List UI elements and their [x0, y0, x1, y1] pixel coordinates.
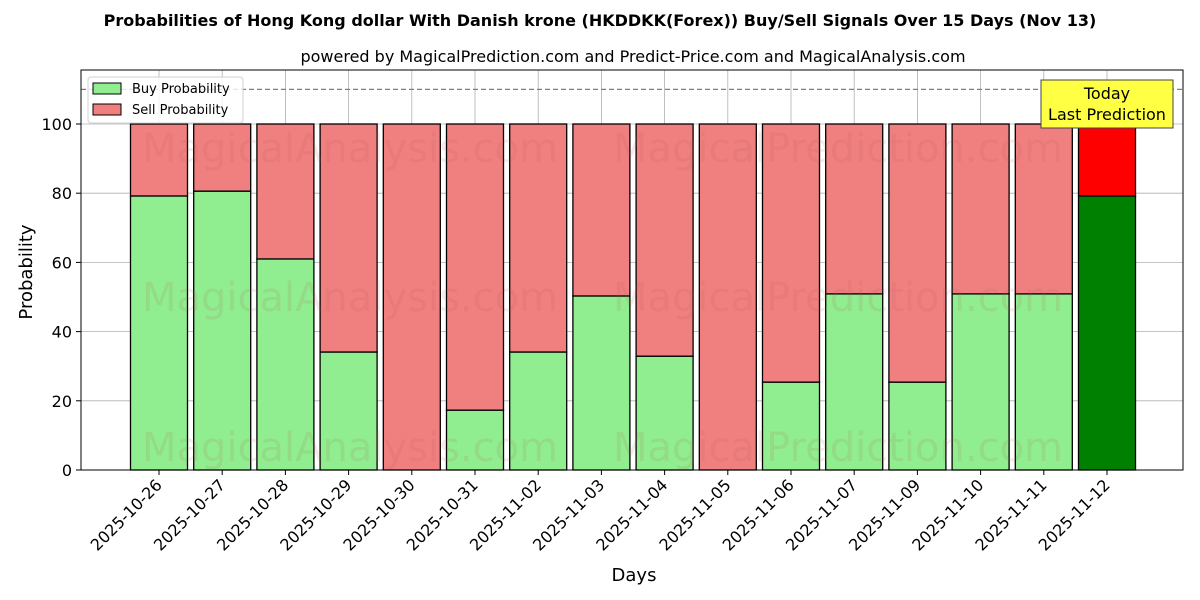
today-annotation: Today Last Prediction [1040, 79, 1174, 129]
sell-bar [1077, 123, 1137, 197]
y-tick-label: 100 [41, 115, 72, 134]
legend-label: Buy Probability [132, 82, 230, 97]
sell-bar [193, 123, 252, 192]
sell-bar [382, 123, 441, 471]
sell-bar [256, 123, 315, 260]
sell-bar [129, 123, 189, 197]
buy-bar [509, 351, 568, 471]
buy-bar [761, 381, 821, 471]
annotation-box [1040, 79, 1174, 129]
sell-bar [445, 123, 505, 411]
sell-bar [635, 123, 694, 357]
watermark-text: MagicalAnalysis.com [142, 275, 558, 321]
chart-title: Probabilities of Hong Kong dollar With D… [104, 11, 1097, 30]
sell-bar [888, 123, 947, 383]
y-axis-label: Probability [16, 224, 37, 319]
watermark-text: MagicalPrediction.com [613, 126, 1063, 172]
buy-bar [888, 381, 947, 471]
plot-frame [80, 69, 1184, 471]
y-tick-label: 40 [52, 323, 72, 342]
buy-bar [951, 293, 1010, 471]
sell-bar [319, 123, 378, 353]
legend-box [87, 76, 244, 124]
sell-bar [825, 123, 884, 295]
buy-bar [319, 351, 378, 471]
y-tick-label: 60 [52, 253, 72, 272]
y-tick-label: 80 [52, 184, 72, 203]
sell-bar [698, 123, 757, 471]
bars [129, 123, 1137, 471]
sell-bar [572, 123, 631, 297]
chart-subtitle: powered by MagicalPrediction.com and Pre… [300, 47, 965, 66]
buy-bar [635, 355, 694, 471]
buy-bar [1077, 195, 1137, 471]
watermark-text: MagicalAnalysis.com [142, 126, 558, 172]
legend-swatch [92, 103, 122, 116]
sell-bar [509, 123, 568, 353]
sell-bar [951, 123, 1010, 295]
buy-bar [256, 258, 315, 471]
sell-bar [1014, 123, 1073, 295]
legend: Buy Probability Sell Probability [87, 76, 244, 124]
legend-label: Sell Probability [132, 103, 229, 118]
y-tick-label: 0 [62, 461, 72, 480]
watermark-text: MagicalPrediction.com [613, 275, 1063, 321]
buy-bar [572, 295, 631, 471]
watermark-text: MagicalAnalysis.com [142, 425, 558, 471]
buy-bar [193, 190, 252, 471]
annotation-line1: Today [1083, 84, 1130, 103]
watermarks: MagicalAnalysis.com MagicalPrediction.com… [142, 126, 1063, 471]
watermark-text: MagicalPrediction.com [613, 425, 1063, 471]
buy-bar [825, 293, 884, 471]
legend-swatch [92, 82, 122, 95]
x-axis-label: Days [612, 565, 657, 586]
sell-bar [761, 123, 821, 383]
annotation-line2: Last Prediction [1048, 105, 1166, 124]
y-tick-label: 20 [52, 392, 72, 411]
